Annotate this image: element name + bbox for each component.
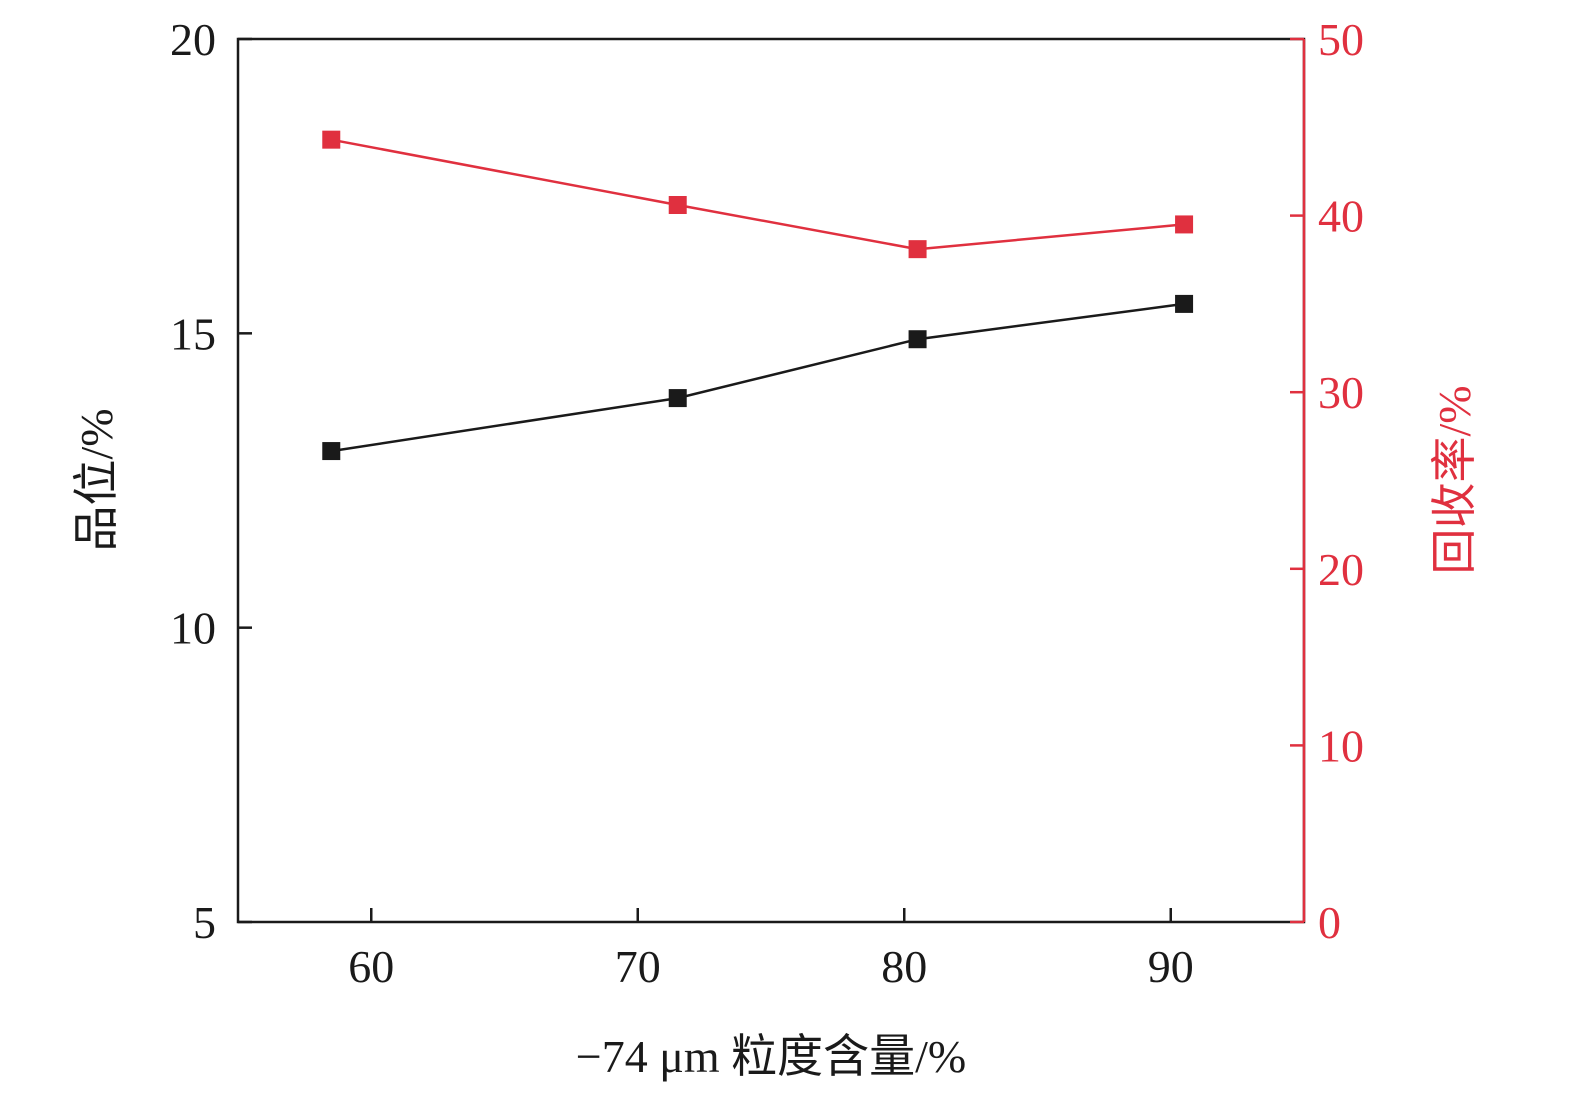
y-left-tick-label: 15 (170, 308, 216, 359)
x-axis-title: −74 μm 粒度含量/% (576, 1031, 966, 1082)
y-right-tick-label: 10 (1318, 720, 1364, 771)
y-right-tick-label: 50 (1318, 14, 1364, 65)
recovery-series-line (331, 138, 1185, 251)
y-left-tick-label: 20 (170, 14, 216, 65)
plot-frame (236, 37, 1306, 924)
y-right-tick-label: 20 (1318, 544, 1364, 595)
grade-data-point (668, 389, 687, 408)
grade-data-point (322, 442, 341, 461)
y-right-tick-label: 30 (1318, 367, 1364, 418)
grade-series-line (331, 302, 1185, 453)
y-left-tick-label: 5 (193, 897, 216, 948)
x-tick-label: 60 (348, 941, 394, 992)
y-left-tick-label: 10 (170, 603, 216, 654)
grade-data-point (908, 330, 927, 349)
y-right-tick-label: 40 (1318, 191, 1364, 242)
grade-data-point (1175, 294, 1194, 313)
x-tick-label: 80 (881, 941, 927, 992)
x-tick-label: 90 (1148, 941, 1194, 992)
y-axis-right-title: 回收率/% (1429, 385, 1480, 574)
x-tick-label: 70 (615, 941, 661, 992)
recovery-data-point (322, 130, 341, 149)
y-axis-left-title: 品位/% (71, 408, 122, 551)
y-right-tick-label: 0 (1318, 897, 1341, 948)
recovery-data-point (1175, 215, 1194, 234)
recovery-data-point (668, 196, 687, 215)
recovery-data-point (908, 240, 927, 259)
